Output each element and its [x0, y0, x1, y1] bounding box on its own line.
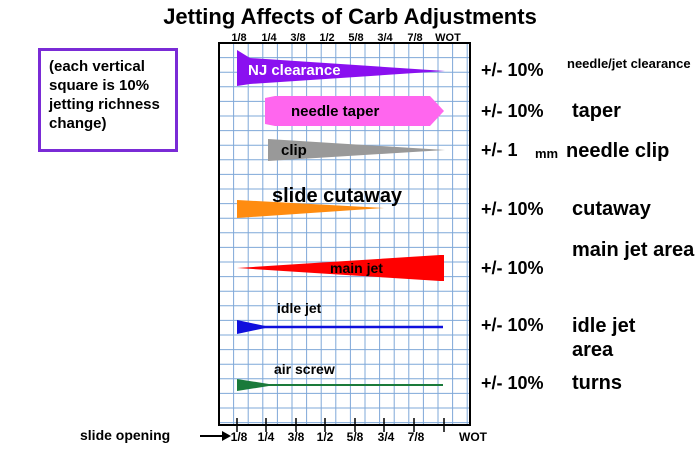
- grid-scale-note: (each vertical square is 10% jetting ric…: [38, 48, 178, 152]
- slide-opening-label: slide opening: [80, 427, 171, 443]
- main-jet-effect-value: +/- 10%: [481, 258, 544, 278]
- nj-clearance-label: NJ clearance: [248, 62, 341, 79]
- clip-effect-unit: mm: [535, 146, 559, 161]
- air-screw-effect-value: +/- 10%: [481, 373, 544, 393]
- bottom-tick-label: 3/8: [287, 430, 305, 444]
- needle-taper-effect-value: +/- 10%: [481, 101, 544, 121]
- top-tick-label: 3/4: [377, 32, 393, 44]
- needle-taper-label: needle taper: [291, 103, 380, 120]
- idle-jet-effect-label: idle jet area: [572, 315, 636, 361]
- clip-shape: [268, 139, 445, 161]
- bottom-tick-label: 1/4: [257, 430, 275, 444]
- slide-cutaway-shape: [237, 200, 384, 218]
- nj-clearance-effect-value: +/- 10%: [481, 60, 544, 80]
- main-jet-label: main jet: [330, 260, 383, 276]
- top-tick-label: 1/8: [231, 32, 247, 44]
- clip-label: clip: [281, 142, 307, 159]
- clip-effect-value: +/- 1: [481, 140, 518, 160]
- top-tick-label: 7/8: [407, 32, 423, 44]
- bottom-tick-label: 1/2: [316, 430, 334, 444]
- slide-opening-arrowhead: [222, 431, 231, 441]
- air-screw-label: air screw: [274, 361, 335, 377]
- bottom-tick-label: 1/8: [230, 430, 248, 444]
- grid-frame: [218, 42, 471, 426]
- idle-jet-label: idle jet: [277, 300, 322, 316]
- nj-clearance-effect-label: needle/jet clearance: [567, 56, 691, 71]
- slide-cutaway-effect-label: cutaway: [572, 198, 651, 220]
- main-jet-effect-label: main jet area: [572, 239, 695, 261]
- bottom-tick-label: 5/8: [346, 430, 364, 444]
- bottom-tick-marks: [236, 418, 445, 432]
- needle-taper-shape: [265, 96, 444, 126]
- nj-clearance-shape: [237, 50, 445, 86]
- diagram-title: Jetting Affects of Carb Adjustments: [163, 4, 537, 29]
- needle-taper-effect-label: taper: [572, 100, 621, 122]
- top-tick-label: 1/2: [319, 32, 335, 44]
- bottom-tick-label: 3/4: [377, 430, 395, 444]
- top-tick-label: 1/4: [261, 32, 277, 44]
- top-tick-label: 3/8: [290, 32, 306, 44]
- bottom-tick-label: WOT: [459, 430, 487, 444]
- top-tick-label: 5/8: [348, 32, 364, 44]
- clip-effect-label: needle clip: [566, 140, 670, 162]
- main-jet-shape: [237, 255, 444, 281]
- slide-cutaway-label: slide cutaway: [272, 185, 403, 207]
- top-tick-label: WOT: [435, 32, 461, 44]
- idle-jet-effect-value: +/- 10%: [481, 315, 544, 335]
- slide-cutaway-effect-value: +/- 10%: [481, 199, 544, 219]
- bottom-tick-label: 7/8: [407, 430, 425, 444]
- air-screw-effect-label: turns: [572, 372, 622, 394]
